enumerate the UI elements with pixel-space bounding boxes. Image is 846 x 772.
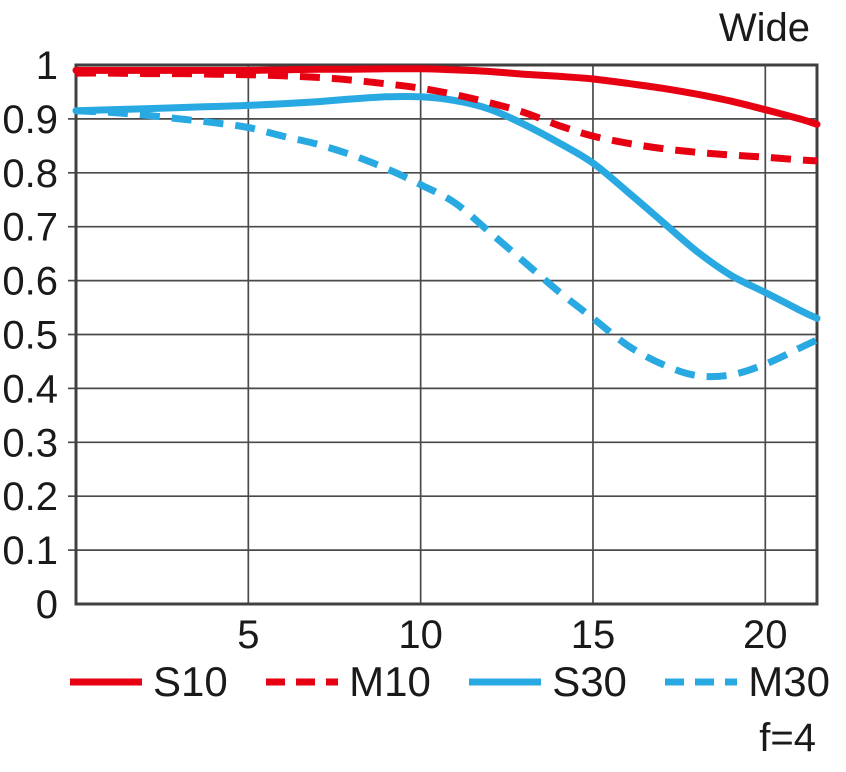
x-tick-label: 5: [237, 613, 259, 656]
chart-title: Wide: [718, 6, 810, 50]
s30-solid-line-swatch: [469, 678, 542, 686]
y-tick-label: 0.6: [2, 260, 58, 304]
y-tick-label: 0.3: [2, 421, 58, 465]
s10-solid-line-swatch: [70, 678, 142, 686]
y-tick-label: 0.1: [2, 529, 58, 573]
y-tick-label: 0: [36, 583, 58, 627]
legend-item-m10: M10: [264, 661, 431, 703]
legend-item-m30: M30: [663, 661, 830, 703]
legend-item-s30: S30: [467, 661, 627, 703]
legend-label-m30: M30: [748, 658, 830, 705]
y-tick-label: 0.4: [2, 367, 58, 411]
legend-label-m10: M10: [349, 658, 431, 705]
x-tick-label: 10: [398, 613, 443, 656]
y-tick-label: 0.7: [2, 206, 58, 250]
x-tick-label: 20: [743, 613, 788, 656]
m30-dashed-line-swatch: [665, 678, 738, 686]
y-tick-label: 0.2: [2, 475, 58, 519]
m10-dashed-line-swatch: [266, 678, 339, 686]
legend-label-s30: S30: [552, 658, 627, 705]
y-tick-label: 0.9: [2, 98, 58, 142]
legend-label-s10: S10: [153, 658, 228, 705]
x-tick-label: 15: [571, 613, 616, 656]
plot-area: 00.10.20.30.40.50.60.70.80.915 10 15 20: [2, 44, 821, 656]
y-tick-label: 0.5: [2, 314, 58, 358]
y-tick-label: 0.8: [2, 152, 58, 196]
aperture-label: f=4: [759, 716, 816, 760]
legend: S10 M10 S30 M30: [68, 656, 830, 708]
legend-item-s10: S10: [68, 661, 228, 703]
y-tick-label: 1: [36, 44, 58, 88]
